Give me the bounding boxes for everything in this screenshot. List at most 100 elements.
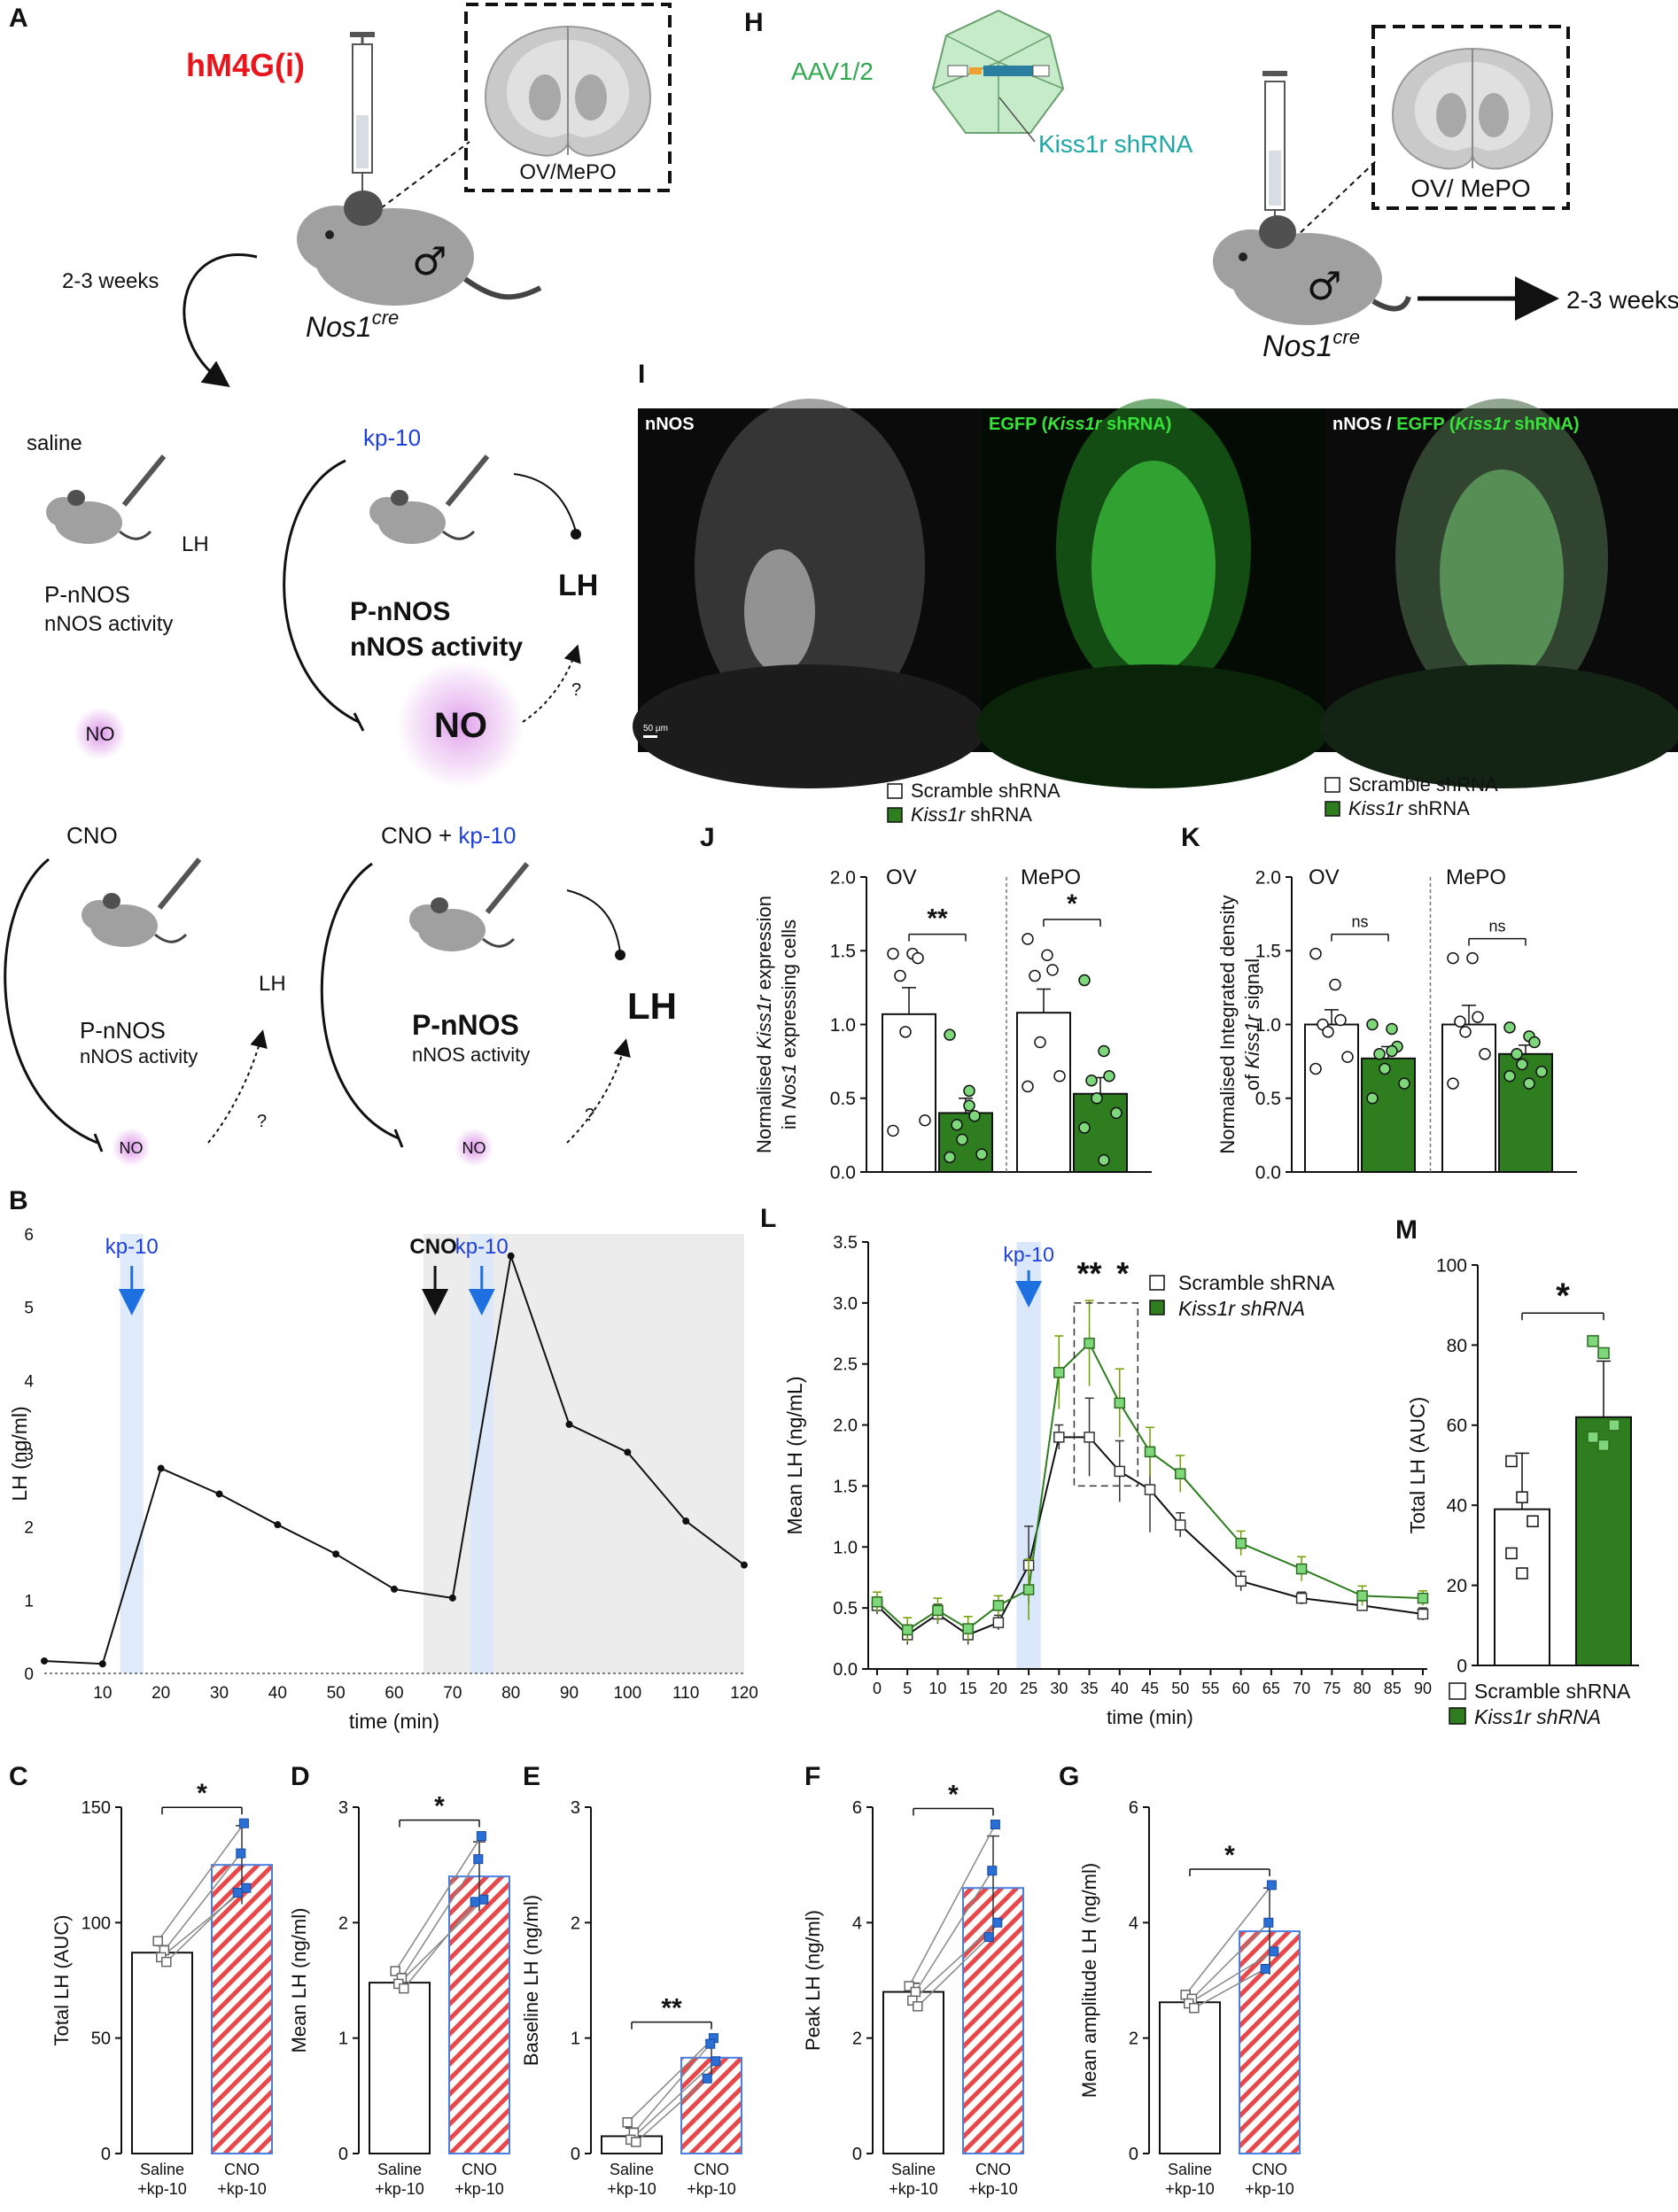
no-glow bbox=[74, 707, 127, 760]
data-point bbox=[238, 1818, 249, 1828]
group-label: MePO bbox=[1446, 865, 1506, 889]
y-tick-label: 2 bbox=[338, 1913, 348, 1933]
data-point bbox=[963, 1084, 975, 1098]
sig-label: * bbox=[434, 1792, 445, 1821]
data-point bbox=[1386, 1022, 1398, 1036]
panel-label-k: K bbox=[1181, 823, 1200, 852]
x-tick-label: 25 bbox=[1020, 1680, 1037, 1697]
data-point bbox=[871, 1596, 883, 1608]
x-tick-label: 120 bbox=[730, 1684, 758, 1703]
x-tick-label: 90 bbox=[1414, 1680, 1432, 1697]
data-point bbox=[1084, 1432, 1095, 1443]
data-point bbox=[470, 1897, 480, 1907]
category-label: +kp-10 bbox=[137, 2180, 187, 2198]
bar-cno bbox=[211, 1864, 273, 2155]
aav-label: AAV1/2 bbox=[791, 58, 874, 85]
legend-swatch-scramble bbox=[1325, 777, 1340, 793]
data-point bbox=[1527, 1515, 1539, 1528]
no-glow bbox=[112, 1128, 151, 1167]
data-point bbox=[274, 1521, 282, 1529]
sig-label: * bbox=[1116, 1255, 1129, 1292]
syringe-icon bbox=[350, 32, 375, 208]
data-point bbox=[987, 1866, 998, 1876]
brain-section-icon bbox=[1391, 47, 1554, 170]
y-tick-label: 0.5 bbox=[1255, 1089, 1281, 1109]
y-axis-label: Mean LH (ng/mL) bbox=[783, 1377, 806, 1535]
brain-region-label: OV/MePO bbox=[519, 160, 616, 184]
small-mouse-icon bbox=[82, 858, 202, 947]
data-point bbox=[476, 1831, 486, 1842]
y-tick-label: 0 bbox=[24, 1665, 34, 1684]
x-tick-label: 10 bbox=[928, 1680, 946, 1697]
data-point bbox=[1260, 1963, 1270, 1974]
brain-region-label: OV/ MePO bbox=[1410, 175, 1530, 202]
legend-label: Scramble shRNA bbox=[911, 780, 1060, 802]
y-tick-label: 50 bbox=[91, 2030, 111, 2049]
inset-connector bbox=[380, 141, 470, 209]
data-point bbox=[1516, 1567, 1528, 1579]
bar-kiss1r bbox=[1575, 1416, 1632, 1666]
legend-label: Scramble shRNA bbox=[1474, 1680, 1631, 1703]
data-point bbox=[705, 2038, 716, 2049]
data-point bbox=[1528, 1036, 1541, 1049]
y-tick-label: 2.0 bbox=[1255, 867, 1281, 888]
data-point bbox=[1472, 1011, 1484, 1023]
data-point bbox=[1334, 1013, 1347, 1027]
data-point bbox=[1078, 1122, 1091, 1134]
data-point bbox=[1084, 1338, 1095, 1349]
category-label: +kp-10 bbox=[889, 2180, 938, 2198]
y-tick-label: 1.5 bbox=[833, 1477, 858, 1496]
cnokp-label: CNO + kp-10 bbox=[381, 822, 516, 849]
x-tick-label: 75 bbox=[1323, 1680, 1340, 1697]
no-glow bbox=[397, 661, 524, 788]
data-point bbox=[1417, 1592, 1429, 1604]
legend-label: Kiss1r shRNA bbox=[1348, 797, 1470, 819]
data-point bbox=[1398, 1077, 1410, 1090]
data-point bbox=[391, 1585, 398, 1593]
category-label: CNO bbox=[224, 2161, 260, 2178]
x-tick-label: 80 bbox=[501, 1684, 520, 1703]
highlight-box bbox=[1073, 1302, 1139, 1487]
data-point bbox=[1091, 1092, 1103, 1105]
x-tick-label: 55 bbox=[1201, 1680, 1219, 1697]
y-axis-label: Mean LH (ng/ml) bbox=[288, 1908, 310, 2053]
bar-cno bbox=[448, 1875, 510, 2154]
x-tick-label: 40 bbox=[1111, 1680, 1129, 1697]
annotation-label: kp-10 bbox=[105, 1235, 159, 1259]
mouse-strain: Nos1cre bbox=[1262, 326, 1360, 363]
sig-label: * bbox=[1556, 1277, 1570, 1316]
data-point bbox=[904, 1981, 914, 1991]
micrograph-nnos: 50 µm nNOS bbox=[633, 399, 987, 788]
chart-k: 0.0 0.5 1.0 1.5 2.0 OV ns MePO ns Normalised Inte… bbox=[1216, 773, 1577, 1183]
data-point bbox=[332, 1550, 340, 1558]
y-tick-label: 1 bbox=[24, 1592, 34, 1610]
data-point bbox=[1454, 1015, 1466, 1028]
data-point bbox=[1597, 1439, 1610, 1452]
data-point bbox=[1608, 1419, 1620, 1432]
data-point bbox=[1516, 1058, 1528, 1071]
aav-connector bbox=[998, 97, 1036, 143]
cnokp-lh: LH bbox=[627, 985, 677, 1027]
data-point bbox=[1174, 1519, 1186, 1531]
pair-line bbox=[160, 1887, 247, 1959]
data-point bbox=[565, 1420, 573, 1428]
drug-label: hM4G(i) bbox=[186, 47, 305, 83]
chart-b: 10 20 30 40 50 60 70 80 90 100 110 120 0 1 2 3 4 5 6 time (… bbox=[8, 1226, 758, 1733]
chart-d: 0 1 2 3 * Saline +kp-10 CNO +kp-10 Mean LH (ng/ml… bbox=[288, 1792, 510, 2198]
pair-line bbox=[166, 1891, 238, 1963]
x-tick-label: 15 bbox=[959, 1680, 977, 1697]
legend-swatch-kiss1r bbox=[1149, 1300, 1165, 1316]
data-point bbox=[907, 1995, 918, 2006]
sig-label: ** bbox=[927, 904, 948, 934]
group-label: OV bbox=[1309, 865, 1340, 889]
data-point bbox=[899, 1026, 912, 1038]
data-point bbox=[932, 1604, 944, 1617]
cno-no: NO bbox=[120, 1139, 144, 1157]
brain-section-icon bbox=[484, 25, 652, 157]
x-tick-label: 20 bbox=[151, 1684, 170, 1703]
y-tick-label: 60 bbox=[1447, 1416, 1467, 1436]
data-point bbox=[1189, 2003, 1200, 2014]
data-point bbox=[1417, 1608, 1429, 1620]
